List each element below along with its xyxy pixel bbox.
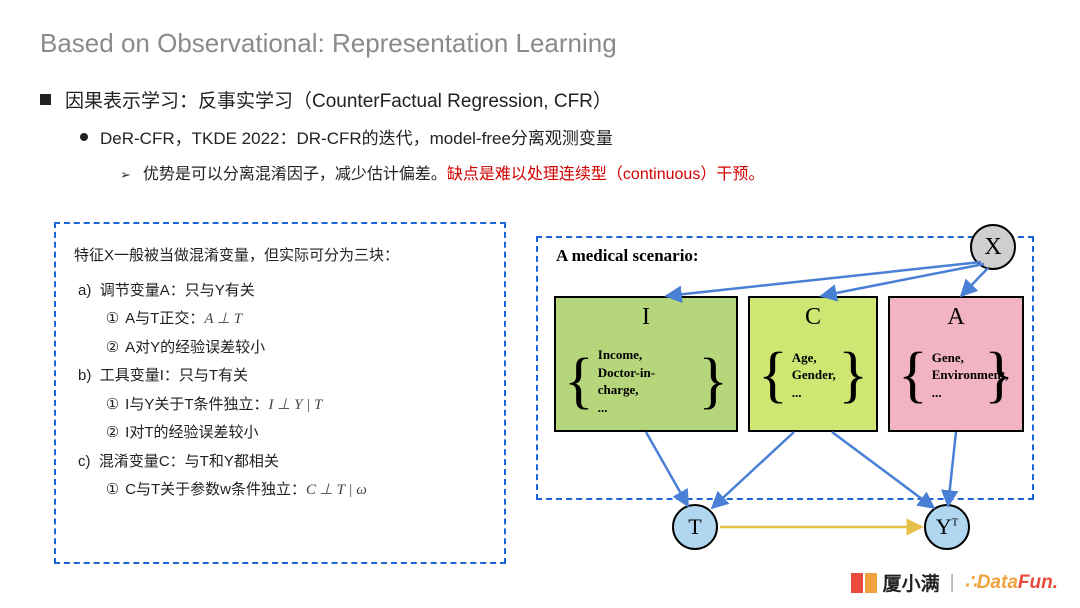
item-c-text: 混淆变量C：与T和Y都相关 [99,453,279,470]
item-c1: ① C与T关于参数w条件独立：C ⊥ T | ω [74,476,486,505]
item-c: c) 混淆变量C：与T和Y都相关 [74,448,486,477]
item-c1-text: C与T关于参数w条件独立： [125,481,306,498]
t-label: T [688,514,701,540]
bullet-level-3: ➢ 优势是可以分离混淆因子，减少估计偏差。缺点是难以处理连续型（continuo… [120,160,764,184]
bullet-level-1: 因果表示学习：反事实学习（CounterFactual Regression, … [40,86,612,113]
item-a-text: 调节变量A：只与Y有关 [100,282,255,299]
brand2-b: Fun [1018,572,1053,593]
separator: | [950,572,955,594]
box-i-items: { Income, Doctor-in-charge, ... } [564,346,728,416]
triangle-bullet-icon: ➢ [120,167,131,183]
box-c-items: { Age, Gender, ... } [758,346,868,404]
right-brace-icon: } [698,352,728,410]
footer: 厦小满 | ∴DataFun. [851,569,1058,596]
item-a1-math: A ⊥ T [204,311,242,327]
box-i-letter: I [556,304,736,331]
item-b1: ① I与Y关于T条件独立：I ⊥ Y | T [74,391,486,420]
box-i: I { Income, Doctor-in-charge, ... } [554,296,738,432]
left-definition-box: 特征X一般被当做混淆变量，但实际可分为三块： a) 调节变量A：只与Y有关 ① … [54,222,506,564]
bullet-level-2: DeR-CFR，TKDE 2022：DR-CFR的迭代，model-free分离… [80,124,613,149]
yt-node: YT [924,504,970,550]
left-brace-icon: { [898,346,928,404]
item-a2-text: A对Y的经验误差较小 [125,339,265,356]
right-brace-icon: } [838,346,868,404]
box-a-text: Gene, Environment, ... [928,349,984,402]
box-i-text: Income, Doctor-in-charge, ... [594,346,698,416]
box-c-text: Age, Gender, ... [788,349,838,402]
bullet-3-red: 缺点是难以处理连续型（continuous）干预。 [447,166,764,183]
item-b2-text: I对T的经验误差较小 [125,424,258,441]
bullet-2-text: DeR-CFR，TKDE 2022：DR-CFR的迭代，model-free分离… [100,124,613,149]
disc-bullet-icon [80,133,88,141]
bullet-1-text: 因果表示学习：反事实学习（CounterFactual Regression, … [65,86,612,113]
datafun-dots-icon: ∴ [965,572,977,593]
left-brace-icon: { [758,346,788,404]
slide-title: Based on Observational: Representation L… [40,28,617,59]
box-c: C { Age, Gender, ... } [748,296,878,432]
y-sup: T [952,517,959,529]
box-a-letter: A [890,304,1022,331]
brand-duxiaoman: 厦小满 [883,569,940,596]
right-diagram-area: A medical scenario: X I { Income, Doctor… [536,222,1034,564]
bullet-3-black: 优势是可以分离混淆因子，减少估计偏差。 [143,166,447,183]
item-b: b) 工具变量I：只与T有关 [74,362,486,391]
t-node: T [672,504,718,550]
item-b2: ② I对T的经验误差较小 [74,419,486,448]
box-c-letter: C [750,304,876,331]
box-a: A { Gene, Environment, ... } [888,296,1024,432]
item-b1-math: I ⊥ Y | T [269,397,323,413]
item-c1-math: C ⊥ T | ω [306,482,367,498]
item-b1-text: I与Y关于T条件独立： [125,396,268,413]
box-a-items: { Gene, Environment, ... } [898,346,1014,404]
item-a1-text: A与T正交： [125,310,204,327]
left-intro: 特征X一般被当做混淆变量，但实际可分为三块： [74,242,486,271]
brand2-dot: . [1053,572,1058,593]
bullet-3-text: 优势是可以分离混淆因子，减少估计偏差。缺点是难以处理连续型（continuous… [143,160,764,184]
item-a2: ② A对Y的经验误差较小 [74,334,486,363]
item-a: a) 调节变量A：只与Y有关 [74,277,486,306]
left-brace-icon: { [564,352,594,410]
x-node: X [970,224,1016,270]
square-bullet-icon [40,94,51,105]
brand2-a: Data [977,572,1018,593]
y-label: YT [936,514,959,540]
item-b-text: 工具变量I：只与T有关 [100,367,248,384]
right-brace-icon: } [984,346,1014,404]
item-a1: ① A与T正交：A ⊥ T [74,305,486,334]
logo-icon [851,573,877,593]
scenario-title: A medical scenario: [556,246,699,266]
brand-datafun: ∴DataFun. [965,571,1058,594]
